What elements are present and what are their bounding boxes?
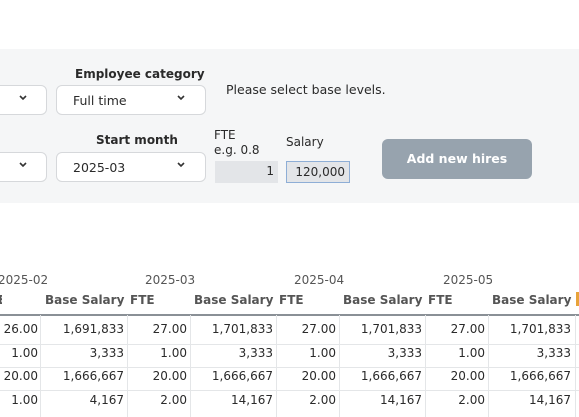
fte-cell: 20.00 bbox=[301, 369, 336, 383]
start-month-label: Start month bbox=[96, 133, 178, 147]
partial-select-2[interactable] bbox=[0, 152, 47, 182]
salary-cell: 3,333 bbox=[536, 346, 571, 360]
employee-category-label: Employee category bbox=[75, 67, 205, 81]
row-divider bbox=[0, 344, 579, 345]
row-divider bbox=[0, 390, 579, 391]
col-divider bbox=[575, 315, 576, 417]
hire-form-panel: Employee category Full time Please selec… bbox=[0, 49, 579, 203]
chevron-down-icon bbox=[19, 162, 27, 169]
col-header-salary-4: Base Salary bbox=[492, 293, 572, 307]
table-header-rule bbox=[0, 314, 579, 316]
salary-cell: 3,333 bbox=[387, 346, 422, 360]
month-header-3: 2025-04 bbox=[294, 273, 345, 287]
col-divider bbox=[276, 315, 277, 417]
fte-cell: 27.00 bbox=[450, 322, 485, 336]
col-divider bbox=[190, 315, 191, 417]
employee-category-select[interactable]: Full time bbox=[56, 85, 206, 115]
salary-cell: 14,167 bbox=[380, 393, 422, 407]
fte-cell: 1.00 bbox=[11, 346, 38, 360]
fte-label-hint: e.g. 0.8 bbox=[214, 143, 260, 157]
salary-cell: 1,691,833 bbox=[62, 322, 124, 336]
column-marker bbox=[576, 292, 579, 306]
chevron-down-icon bbox=[177, 95, 185, 102]
salary-cell: 4,167 bbox=[89, 393, 124, 407]
employee-category-value: Full time bbox=[73, 93, 127, 108]
fte-label: FTE e.g. 0.8 bbox=[214, 128, 260, 158]
col-divider bbox=[425, 315, 426, 417]
fte-cell: 27.00 bbox=[301, 322, 336, 336]
fte-cell: 27.00 bbox=[152, 322, 187, 336]
fte-label-line1: FTE bbox=[214, 128, 236, 142]
salary-cell: 14,167 bbox=[529, 393, 571, 407]
col-divider bbox=[488, 315, 489, 417]
row-divider bbox=[0, 367, 579, 368]
fte-cell: 1.00 bbox=[458, 346, 485, 360]
add-new-hires-button[interactable]: Add new hires bbox=[382, 139, 532, 179]
fte-cell: 1.00 bbox=[309, 346, 336, 360]
salary-cell: 1,701,833 bbox=[509, 322, 571, 336]
chevron-down-icon bbox=[177, 162, 185, 169]
salary-cell: 1,666,667 bbox=[211, 369, 273, 383]
month-header-1: 2025-02 bbox=[0, 273, 49, 287]
fte-cell: 2.00 bbox=[309, 393, 336, 407]
fte-cell: 20.00 bbox=[152, 369, 187, 383]
fte-cell: 1.00 bbox=[160, 346, 187, 360]
col-header-fte-partial: E bbox=[0, 293, 2, 307]
col-header-salary-2: Base Salary bbox=[194, 293, 274, 307]
month-header-2: 2025-03 bbox=[145, 273, 196, 287]
fte-cell: 20.00 bbox=[450, 369, 485, 383]
fte-input[interactable]: 1 bbox=[215, 161, 278, 183]
salary-cell: 14,167 bbox=[231, 393, 273, 407]
salary-cell: 3,333 bbox=[238, 346, 273, 360]
col-divider bbox=[339, 315, 340, 417]
col-header-fte-4: FTE bbox=[428, 293, 453, 307]
salary-input[interactable]: 120,000 bbox=[286, 161, 350, 183]
start-month-value: 2025-03 bbox=[73, 160, 126, 175]
chevron-down-icon bbox=[19, 95, 27, 102]
salary-cell: 1,701,833 bbox=[211, 322, 273, 336]
fte-cell: 2.00 bbox=[160, 393, 187, 407]
start-month-select[interactable]: 2025-03 bbox=[56, 152, 206, 182]
partial-select-1[interactable] bbox=[0, 85, 47, 115]
col-header-salary-1: Base Salary bbox=[45, 293, 125, 307]
salary-cell: 3,333 bbox=[89, 346, 124, 360]
col-divider bbox=[127, 315, 128, 417]
fte-cell: 2.00 bbox=[458, 393, 485, 407]
fte-cell: 26.00 bbox=[3, 322, 38, 336]
salary-cell: 1,666,667 bbox=[360, 369, 422, 383]
col-divider bbox=[40, 315, 41, 417]
col-header-fte-3: FTE bbox=[279, 293, 304, 307]
fte-cell: 20.00 bbox=[3, 369, 38, 383]
base-levels-message: Please select base levels. bbox=[226, 82, 386, 97]
salary-cell: 1,701,833 bbox=[360, 322, 422, 336]
fte-cell: 1.00 bbox=[11, 393, 38, 407]
month-header-4: 2025-05 bbox=[443, 273, 494, 287]
salary-label: Salary bbox=[286, 135, 324, 149]
salary-cell: 1,666,667 bbox=[509, 369, 571, 383]
col-header-salary-3: Base Salary bbox=[343, 293, 423, 307]
col-header-fte-2: FTE bbox=[130, 293, 155, 307]
salary-cell: 1,666,667 bbox=[62, 369, 124, 383]
